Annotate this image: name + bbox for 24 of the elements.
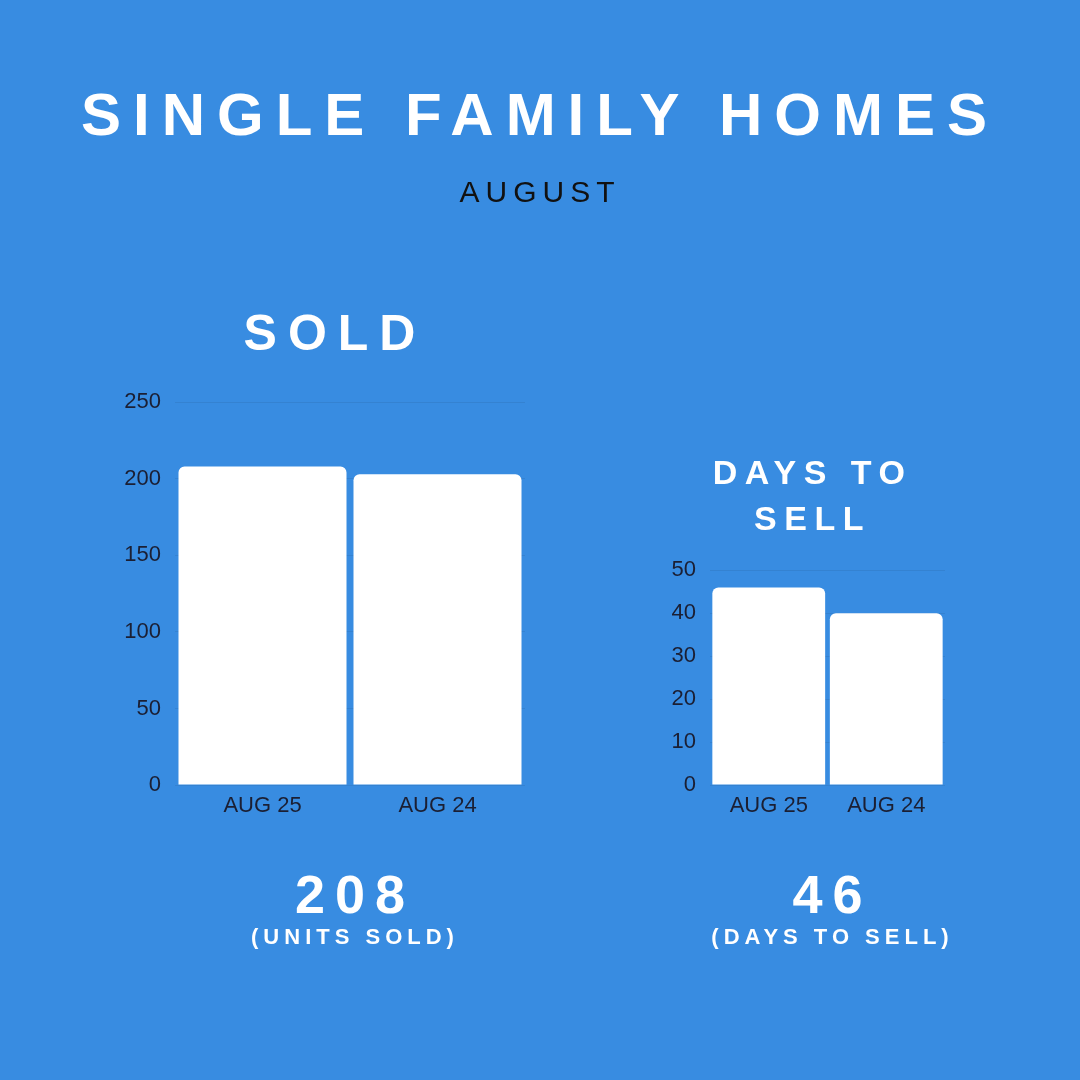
text: (DAYS TO SELL) [710, 924, 955, 951]
y-tick-label: 50 [136, 694, 161, 720]
x-tick-label: AUG 25 [729, 792, 808, 818]
text: AUGUST [458, 175, 622, 209]
x-tick-label: AUG 24 [847, 792, 926, 818]
x-tick-label: AUG 24 [398, 792, 477, 818]
chart-title: DAYS TO SELL [711, 452, 914, 539]
y-tick-label: 0 [148, 771, 161, 797]
y-tick-label: 200 [124, 464, 161, 490]
y-tick-label: 250 [124, 388, 161, 414]
chart-title: SOLD [242, 304, 428, 363]
y-tick-label: 150 [124, 541, 161, 567]
y-tick-label: 50 [671, 556, 696, 582]
y-tick-label: 100 [124, 617, 161, 643]
y-tick-label: 40 [671, 599, 696, 625]
text: 46 [791, 864, 874, 925]
text: 208 [293, 864, 417, 925]
text: (UNITS SOLD) [250, 924, 460, 951]
x-tick-label: AUG 25 [223, 792, 302, 818]
y-tick-label: 10 [671, 728, 696, 754]
y-tick-label: 0 [683, 771, 696, 797]
y-tick-label: 20 [671, 685, 696, 711]
text: SINGLE FAMILY HOMES [79, 80, 1001, 149]
y-tick-label: 30 [671, 642, 696, 668]
